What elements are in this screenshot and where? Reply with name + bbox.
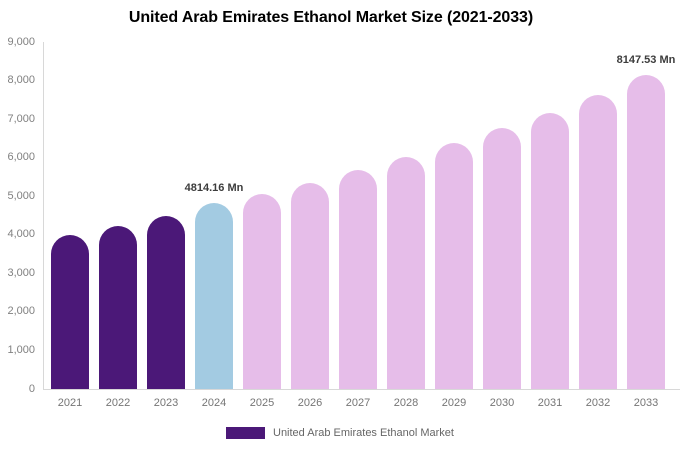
- x-tick-label-2028: 2028: [393, 397, 419, 409]
- legend: United Arab Emirates Ethanol Market: [0, 426, 680, 440]
- y-tick-label: 1,000: [7, 343, 35, 356]
- x-tick-label-2021: 2021: [57, 397, 83, 409]
- bar-2026: [291, 182, 329, 389]
- bar-2021: [51, 235, 89, 389]
- x-axis-line: [43, 389, 680, 390]
- x-tick-label-2022: 2022: [105, 397, 131, 409]
- y-axis-line: [43, 42, 44, 389]
- bar-2033: [627, 74, 665, 389]
- bar-column-2031: 2031: [531, 42, 569, 409]
- bar-value-label-2024: 4814.16 Mn: [184, 182, 244, 195]
- bar-2029: [435, 143, 473, 389]
- chart-title: United Arab Emirates Ethanol Market Size…: [128, 9, 534, 26]
- x-tick-label-2029: 2029: [441, 397, 467, 409]
- bar-column-2030: 2030: [483, 42, 521, 409]
- x-tick-label-2026: 2026: [297, 397, 323, 409]
- bar-2030: [483, 128, 521, 389]
- bar-value-label-2033: 8147.53 Mn: [616, 53, 676, 66]
- bar-column-2024: 4814.16 Mn 2024: [185, 42, 244, 409]
- x-tick-label-2024: 2024: [201, 397, 227, 409]
- x-tick-label-2032: 2032: [585, 397, 611, 409]
- bar-2032: [579, 95, 617, 389]
- y-tick-label: 5,000: [7, 189, 35, 202]
- bar-2031: [531, 113, 569, 389]
- y-tick-label: 7,000: [7, 112, 35, 125]
- x-tick-label-2023: 2023: [153, 397, 179, 409]
- bar-2027: [339, 170, 377, 389]
- y-tick-label: 4,000: [7, 228, 35, 241]
- bar-2024: [195, 203, 233, 389]
- legend-swatch: [226, 427, 265, 439]
- y-tick-label: 0: [28, 382, 35, 395]
- bar-column-2026: 2026: [291, 42, 329, 409]
- y-tick-label: 9,000: [7, 35, 35, 48]
- bar-column-2025: 2025: [243, 42, 281, 409]
- x-tick-label-2033: 2033: [633, 397, 659, 409]
- bar-column-2029: 2029: [435, 42, 473, 409]
- bar-column-2028: 2028: [387, 42, 425, 409]
- legend-label: United Arab Emirates Ethanol Market: [273, 427, 454, 439]
- y-tick-label: 2,000: [7, 305, 35, 318]
- bar-column-2032: 2032: [579, 42, 617, 409]
- x-tick-label-2027: 2027: [345, 397, 371, 409]
- y-tick-label: 8,000: [7, 74, 35, 87]
- bar-2025: [243, 193, 281, 389]
- bar-2022: [99, 225, 137, 389]
- bar-2023: [147, 216, 185, 389]
- bar-column-2027: 2027: [339, 42, 377, 409]
- y-tick-label: 6,000: [7, 151, 35, 164]
- bar-column-2021: 2021: [51, 42, 89, 409]
- bar-column-2022: 2022: [99, 42, 137, 409]
- bars-row: 2021 2022 2023 4814.16 Mn 2024 2025 2026 2027 20…: [44, 42, 680, 409]
- x-tick-label-2031: 2031: [537, 397, 563, 409]
- x-tick-label-2025: 2025: [249, 397, 275, 409]
- bar-column-2033: 8147.53 Mn 2033: [617, 42, 676, 409]
- bar-column-2023: 2023: [147, 42, 185, 409]
- x-tick-label-2030: 2030: [489, 397, 515, 409]
- y-tick-label: 3,000: [7, 266, 35, 279]
- bar-2028: [387, 156, 425, 389]
